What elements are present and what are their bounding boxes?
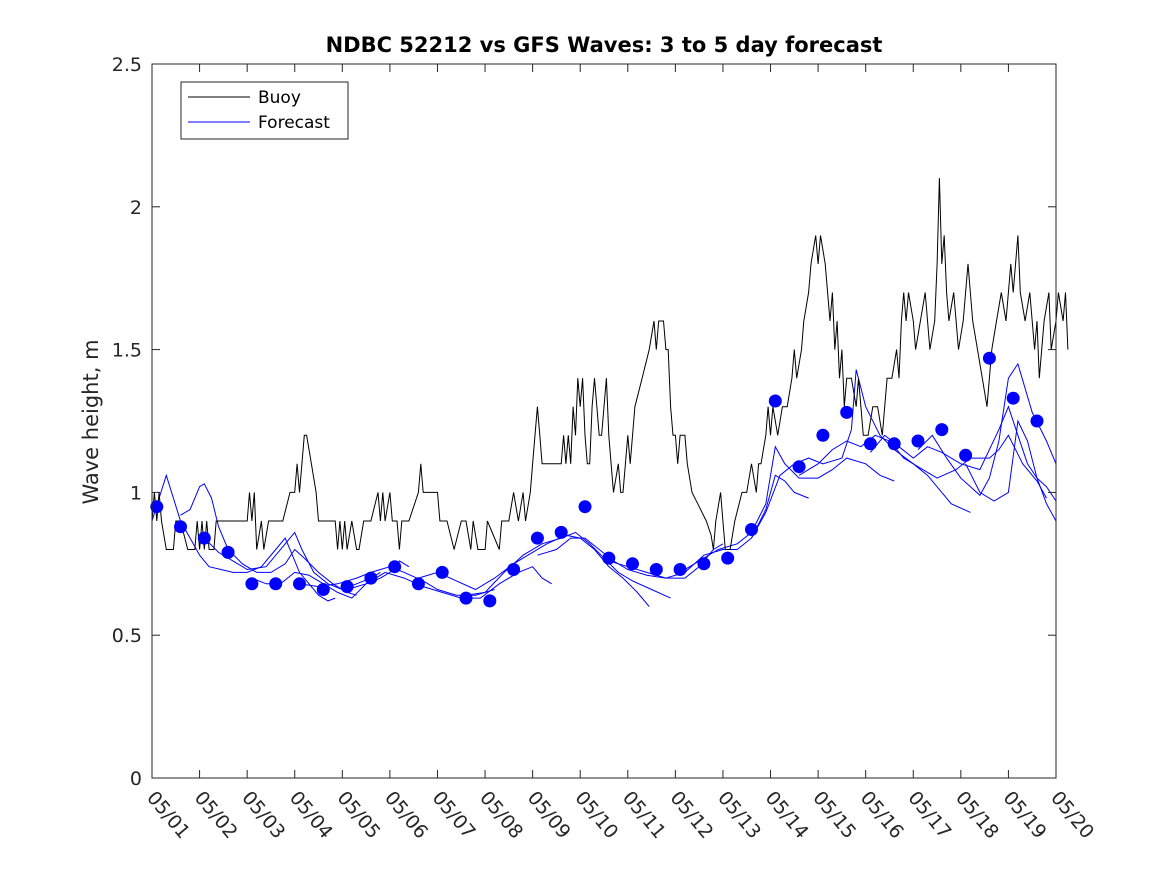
forecast-point-26 [768, 394, 782, 408]
forecast-point-28 [816, 428, 830, 442]
forecast-point-9 [364, 571, 378, 585]
legend-label-buoy: Buoy [258, 88, 301, 108]
forecast-point-22 [673, 563, 687, 576]
axes-box [151, 63, 1057, 779]
forecast-trace-11 [751, 369, 971, 539]
forecast-point-15 [507, 563, 521, 576]
forecast-markers [150, 351, 1044, 608]
forecast-trace-10 [679, 445, 895, 573]
forecast-point-10 [388, 560, 402, 574]
forecast-trace-12 [798, 434, 1047, 499]
forecast-point-23 [697, 557, 711, 571]
y-tick-label: 0.5 [112, 625, 142, 647]
forecast-point-34 [959, 448, 973, 462]
y-axis-ticks: 0 0.5 1 1.5 2 2.5 [112, 54, 1056, 790]
forecast-trace-7 [465, 531, 671, 599]
forecast-point-24 [721, 551, 735, 565]
forecast-trace-13 [870, 405, 1057, 502]
forecast-point-37 [1030, 414, 1044, 428]
chart-title: NDBC 52212 vs GFS Waves: 3 to 5 day fore… [326, 33, 883, 57]
forecast-point-32 [911, 434, 925, 448]
forecast-point-11 [411, 577, 425, 591]
buoy-line [151, 178, 1069, 550]
legend-box [180, 81, 349, 140]
forecast-point-16 [530, 531, 544, 545]
buoy-series [151, 178, 1069, 550]
legend-label-forecast: Forecast [258, 113, 330, 133]
legend: Buoy Forecast [180, 81, 349, 140]
forecast-point-36 [1006, 391, 1020, 405]
forecast-point-8 [340, 580, 354, 594]
forecast-point-14 [483, 594, 497, 608]
forecast-point-30 [863, 437, 877, 451]
forecast-point-27 [792, 460, 806, 474]
forecast-trace-2 [203, 531, 381, 591]
forecast-point-1 [174, 520, 187, 534]
forecast-trace-6 [418, 534, 650, 607]
forecast-trace-0 [151, 473, 336, 602]
y-tick-label: 1 [130, 482, 142, 504]
forecast-point-5 [269, 577, 283, 591]
forecast-point-4 [245, 577, 259, 591]
y-tick-label: 1.5 [112, 340, 142, 362]
y-axis-label: Wave height, m [79, 339, 103, 504]
forecast-point-7 [316, 583, 330, 596]
y-tick-label: 0 [130, 768, 142, 790]
forecast-point-3 [221, 545, 235, 559]
forecast-point-2 [197, 531, 211, 545]
forecast-point-6 [293, 577, 306, 591]
forecast-point-21 [649, 563, 663, 576]
forecast-point-31 [887, 437, 901, 451]
forecast-point-33 [935, 423, 949, 437]
forecast-point-25 [745, 523, 758, 536]
forecast-point-0 [150, 500, 164, 514]
plot-area: 05/0105/0205/0305/0405/0505/0605/0705/08… [112, 54, 1098, 843]
forecast-point-19 [602, 551, 616, 565]
forecast-trace-1 [180, 483, 357, 596]
forecast-point-18 [578, 500, 592, 514]
forecast-point-29 [840, 405, 854, 419]
forecast-trace-15 [965, 419, 1057, 522]
forecast-point-17 [554, 525, 568, 539]
forecast-point-12 [435, 565, 449, 579]
forecast-point-35 [982, 351, 996, 365]
y-tick-label: 2 [130, 197, 142, 219]
y-tick-label: 2.5 [112, 54, 142, 76]
forecast-point-20 [626, 557, 639, 571]
plot-background [152, 64, 1056, 778]
forecast-point-13 [459, 591, 473, 605]
